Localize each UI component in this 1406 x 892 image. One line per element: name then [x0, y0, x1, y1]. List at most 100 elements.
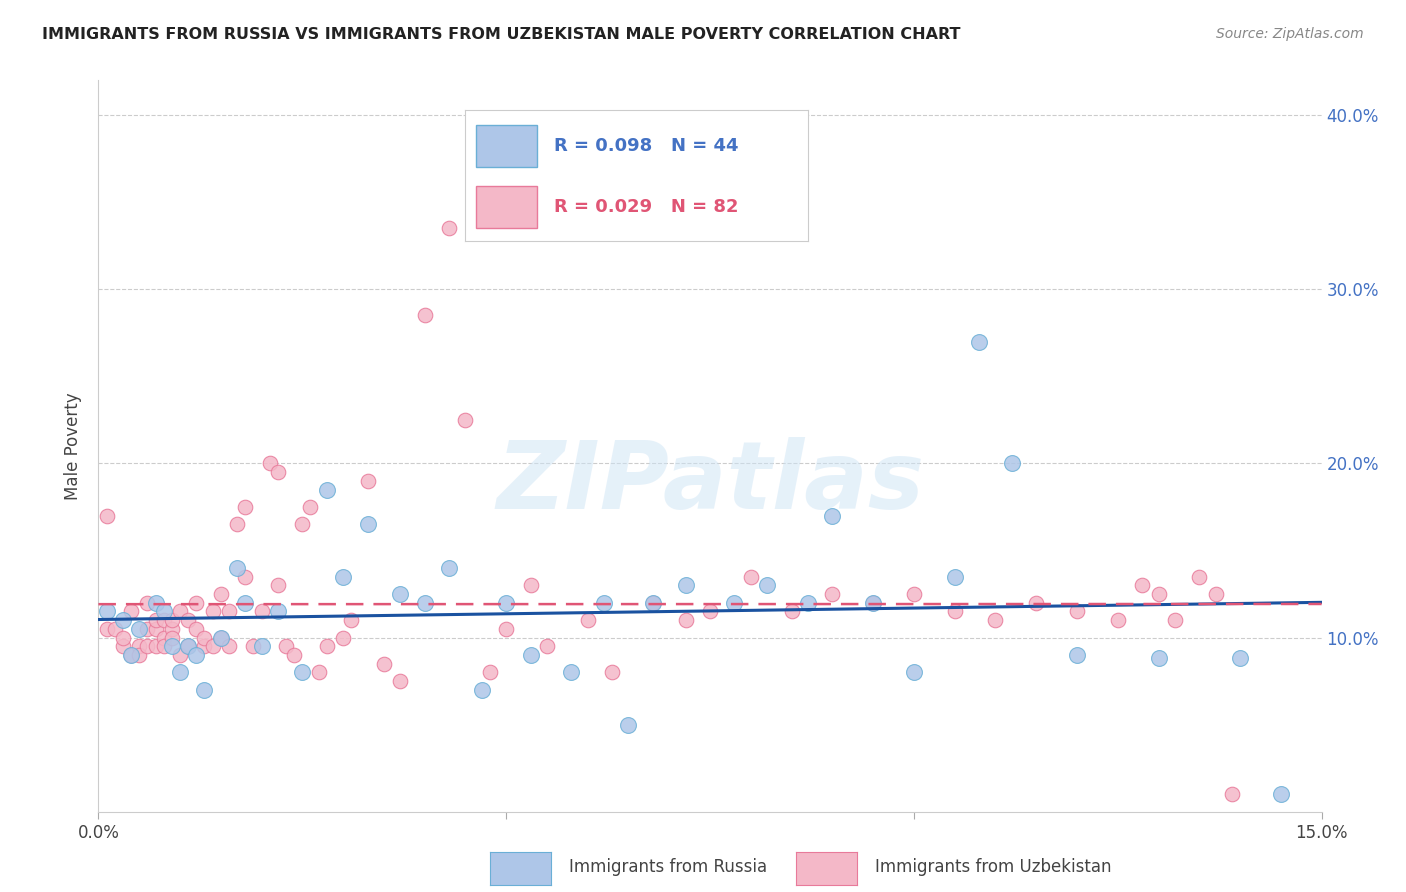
Point [128, 648, 150, 662]
Point [120, 604, 142, 618]
Point [169, 665, 191, 680]
Point [218, 640, 240, 654]
Point [821, 508, 844, 523]
Point [177, 613, 200, 627]
Point [1220, 787, 1243, 801]
Point [356, 517, 378, 532]
Point [593, 596, 616, 610]
Point [903, 587, 925, 601]
Point [471, 682, 494, 697]
Point [267, 604, 290, 618]
Point [152, 631, 174, 645]
Point [1188, 569, 1211, 583]
Point [315, 483, 337, 497]
Point [177, 640, 200, 654]
Point [291, 517, 314, 532]
Point [169, 648, 191, 662]
Point [756, 578, 779, 592]
Point [242, 640, 264, 654]
Point [111, 631, 134, 645]
Point [152, 604, 174, 618]
Point [193, 640, 215, 654]
Point [519, 578, 541, 592]
Point [675, 613, 697, 627]
Point [160, 613, 183, 627]
Point [740, 569, 762, 583]
Point [389, 587, 412, 601]
Point [332, 569, 354, 583]
Point [1066, 604, 1088, 618]
Point [160, 622, 183, 636]
Point [128, 640, 150, 654]
Point [308, 665, 330, 680]
Point [797, 596, 820, 610]
Point [356, 474, 378, 488]
Point [560, 665, 582, 680]
Point [128, 622, 150, 636]
Point [943, 569, 966, 583]
Point [373, 657, 395, 671]
Point [218, 604, 240, 618]
Point [152, 613, 174, 627]
Point [226, 561, 249, 575]
Point [160, 640, 183, 654]
Point [233, 569, 256, 583]
Text: Immigrants from Uzbekistan: Immigrants from Uzbekistan [875, 857, 1112, 876]
Point [145, 596, 167, 610]
Point [145, 622, 167, 636]
Point [723, 596, 745, 610]
Text: IMMIGRANTS FROM RUSSIA VS IMMIGRANTS FROM UZBEKISTAN MALE POVERTY CORRELATION CH: IMMIGRANTS FROM RUSSIA VS IMMIGRANTS FRO… [42, 27, 960, 42]
Point [291, 665, 314, 680]
Point [250, 604, 273, 618]
Point [267, 465, 290, 479]
Point [340, 613, 363, 627]
Point [111, 640, 134, 654]
Point [1229, 651, 1251, 665]
Point [186, 622, 208, 636]
Point [495, 596, 517, 610]
Point [478, 665, 501, 680]
Point [96, 622, 118, 636]
Point [136, 622, 159, 636]
Point [600, 665, 623, 680]
Point [250, 640, 273, 654]
Point [299, 500, 322, 514]
Point [437, 221, 460, 235]
Point [111, 613, 134, 627]
Point [259, 457, 281, 471]
Point [1270, 787, 1292, 801]
Point [177, 640, 200, 654]
Point [193, 682, 215, 697]
Point [201, 640, 224, 654]
Point [1130, 578, 1153, 592]
Point [495, 622, 517, 636]
Text: Immigrants from Russia: Immigrants from Russia [569, 857, 768, 876]
Point [186, 648, 208, 662]
Point [519, 648, 541, 662]
Point [454, 413, 477, 427]
Point [617, 717, 640, 731]
Point [984, 613, 1007, 627]
Point [576, 613, 599, 627]
Point [389, 674, 412, 689]
Point [267, 578, 290, 592]
Point [641, 596, 664, 610]
Y-axis label: Male Poverty: Male Poverty [65, 392, 83, 500]
Point [315, 640, 337, 654]
Point [675, 578, 697, 592]
Point [96, 508, 118, 523]
Point [201, 604, 224, 618]
Point [274, 640, 297, 654]
Point [160, 631, 183, 645]
Text: Source: ZipAtlas.com: Source: ZipAtlas.com [1216, 27, 1364, 41]
Point [1025, 596, 1047, 610]
Point [1205, 587, 1227, 601]
Point [136, 640, 159, 654]
Point [536, 640, 558, 654]
Point [226, 517, 249, 532]
Point [145, 613, 167, 627]
Point [209, 587, 232, 601]
Point [1147, 651, 1170, 665]
Point [1066, 648, 1088, 662]
Point [152, 640, 174, 654]
